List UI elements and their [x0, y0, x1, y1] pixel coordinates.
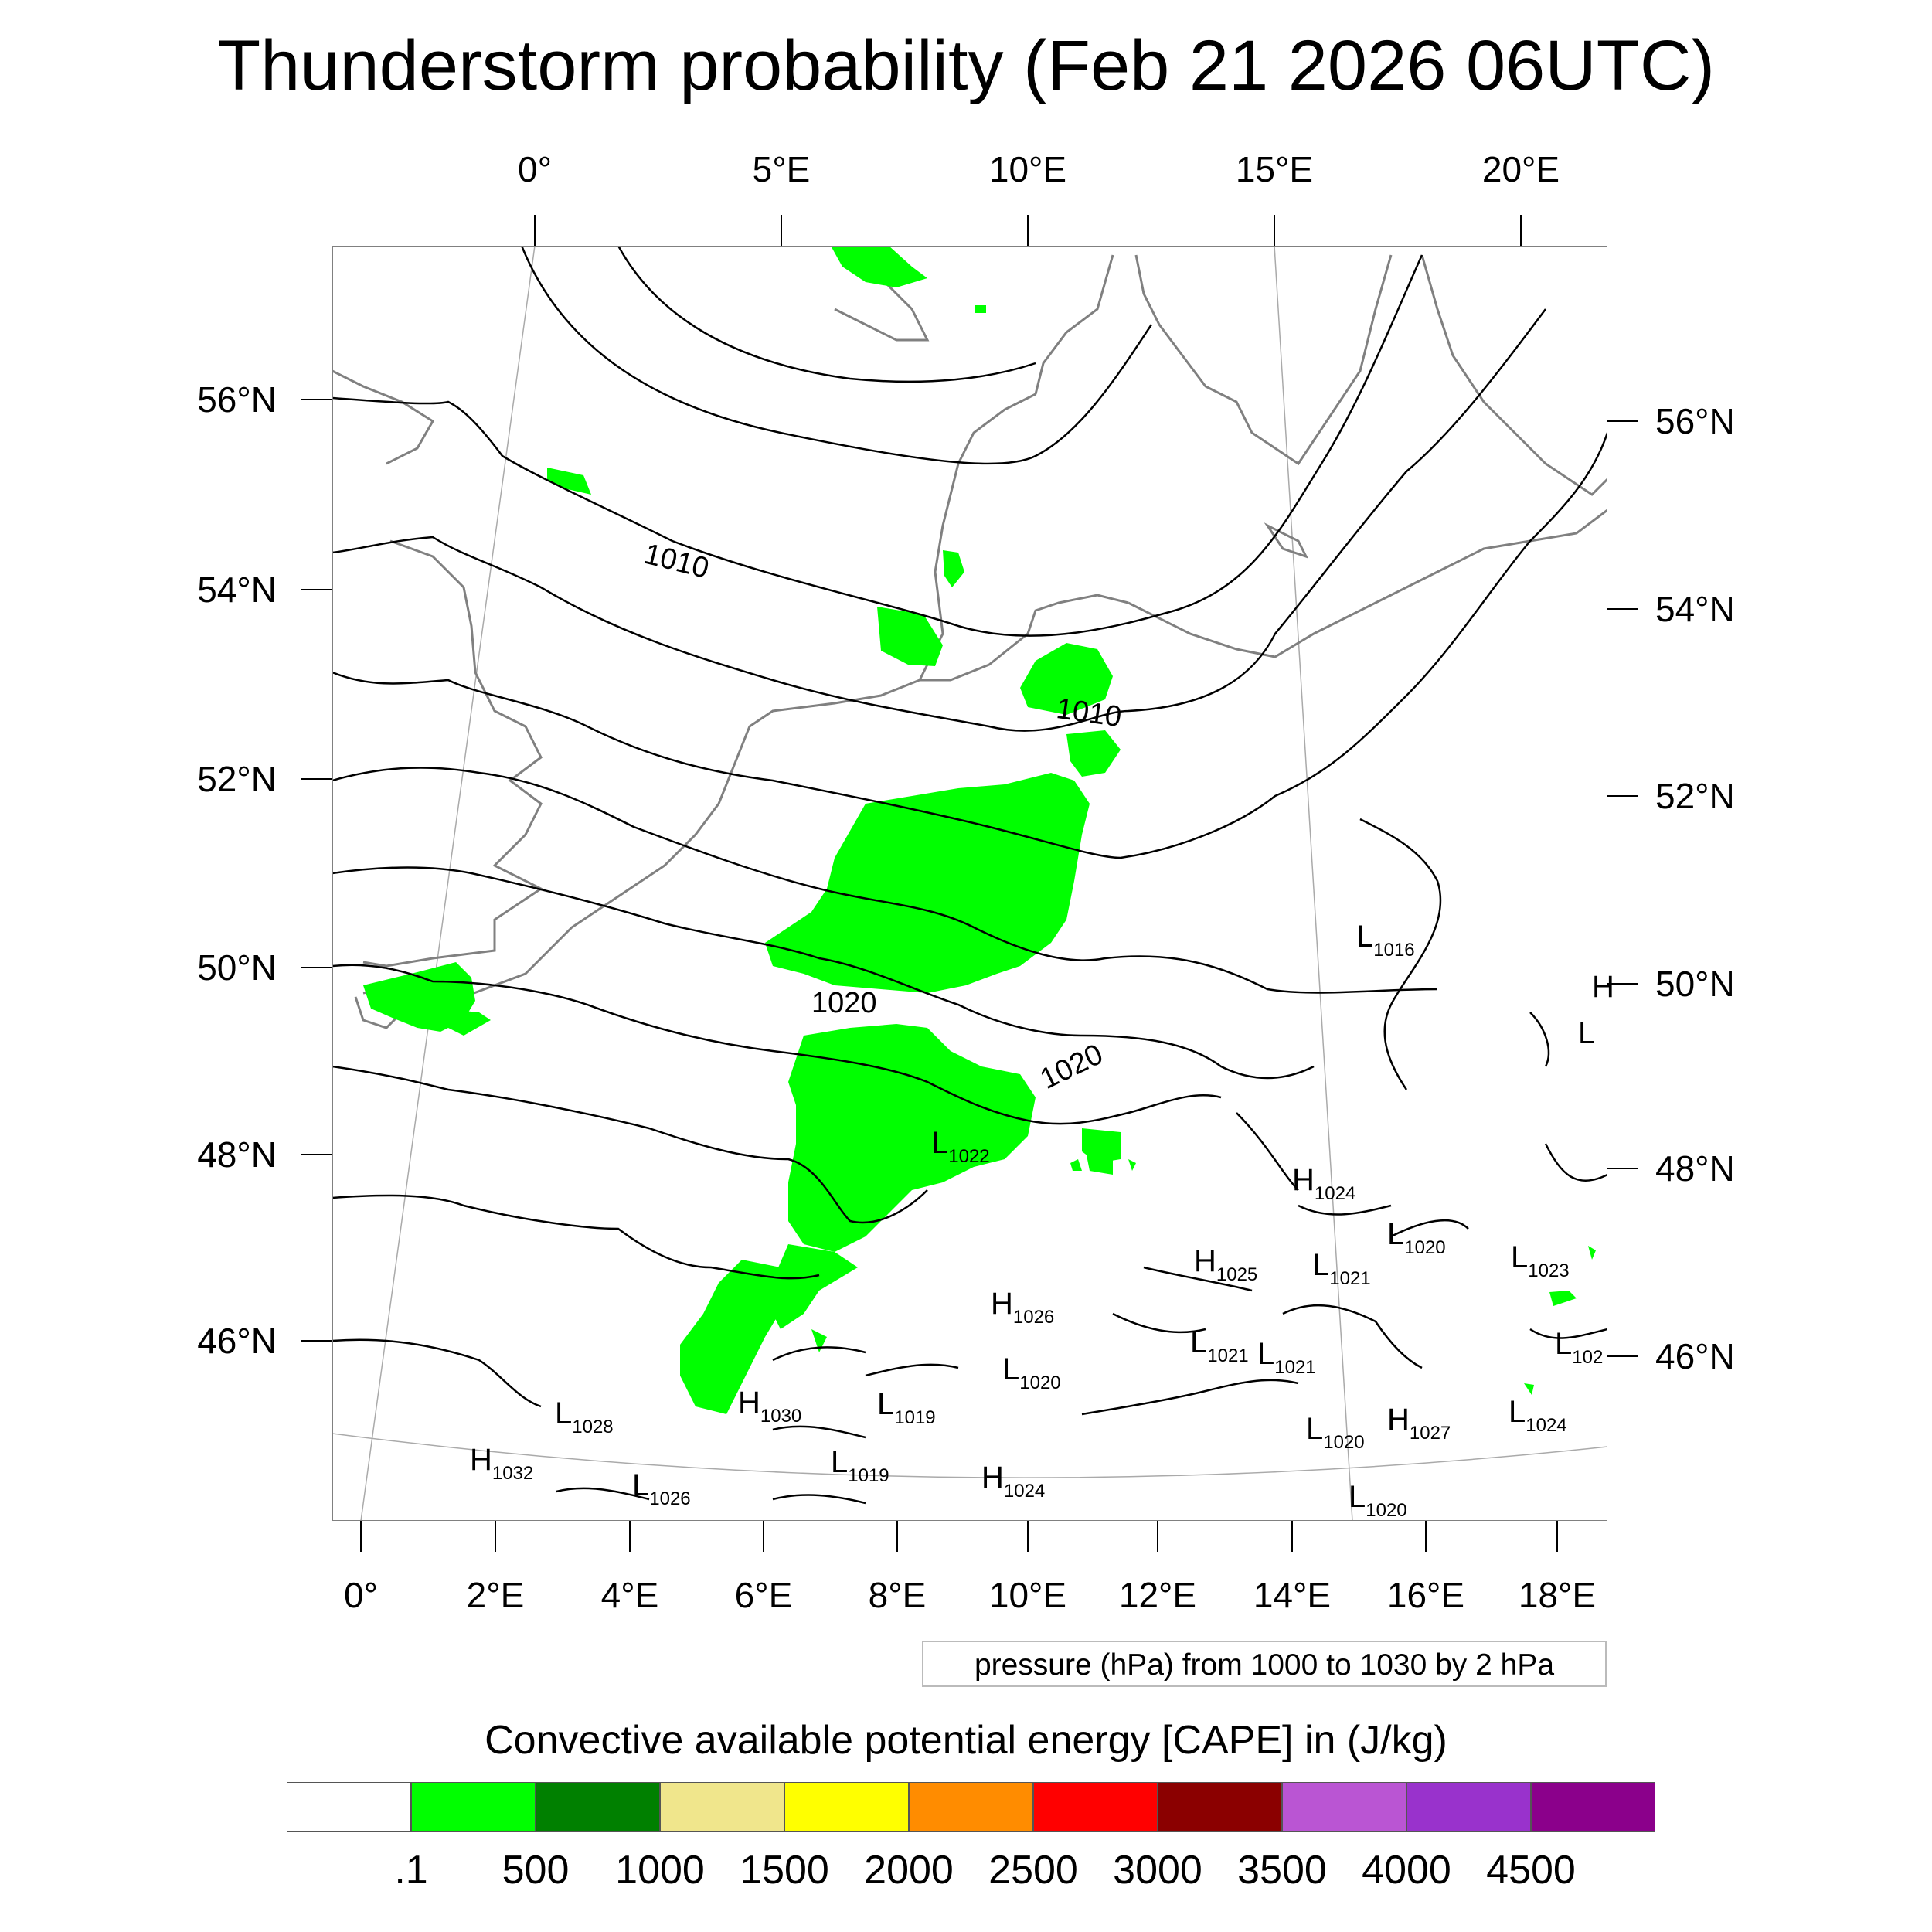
- pressure-centers: L1016 H L L1022 H1024 L1020 H1025 L1021 …: [470, 920, 1614, 1521]
- colorbar-swatch: [660, 1782, 784, 1832]
- colorbar-swatch: [411, 1782, 536, 1832]
- pressure-center: L1020: [1306, 1412, 1365, 1453]
- colorbar-label: 500: [502, 1848, 570, 1893]
- bottom-lon-label: 16°E: [1387, 1575, 1464, 1615]
- pressure-center: H1025: [1194, 1244, 1257, 1285]
- colorbar-swatch: [784, 1782, 909, 1832]
- colorbar-swatch: [1406, 1782, 1531, 1832]
- colorbar-swatch: [909, 1782, 1033, 1832]
- left-lat-label: 48°N: [197, 1134, 277, 1175]
- pressure-center: L1019: [877, 1387, 936, 1428]
- bottom-lon-label: 18°E: [1519, 1575, 1596, 1615]
- top-lon-label: 0°: [518, 149, 552, 189]
- top-lon-labels: 0° 5°E 10°E 15°E 20°E: [518, 149, 1560, 189]
- colorbar-swatch: [1158, 1782, 1282, 1832]
- left-lat-labels: 56°N 54°N 52°N 50°N 48°N 46°N: [197, 379, 277, 1361]
- bottom-lon-label: 0°: [344, 1575, 378, 1615]
- colorbar-label: 4000: [1362, 1848, 1451, 1893]
- tick-marks: [301, 215, 1638, 1552]
- top-lon-label: 10°E: [989, 149, 1066, 189]
- pressure-center: H1024: [1292, 1163, 1355, 1204]
- cape-areas: [363, 246, 1596, 1414]
- chart-title: Thunderstorm probability (Feb 21 2026 06…: [216, 26, 1716, 105]
- pressure-center: L1021: [1190, 1325, 1249, 1366]
- pressure-center: H1027: [1387, 1403, 1451, 1444]
- pressure-center: H: [1592, 970, 1614, 1004]
- isobars: [332, 246, 1607, 1505]
- right-lat-labels: 56°N 54°N 52°N 50°N 48°N 46°N: [1655, 401, 1735, 1376]
- bottom-lon-label: 8°E: [869, 1575, 927, 1615]
- left-lat-label: 52°N: [197, 759, 277, 799]
- colorbar-swatch: [1531, 1782, 1655, 1832]
- forecast-map: 0° 5°E 10°E 15°E 20°E 0° 2°E 4°E 6°E 8°E…: [197, 149, 1735, 1615]
- left-lat-label: 56°N: [197, 379, 277, 420]
- pressure-center: L1016: [1356, 920, 1415, 961]
- pressure-center: H1024: [981, 1461, 1045, 1502]
- right-lat-label: 54°N: [1655, 589, 1735, 629]
- right-lat-label: 46°N: [1655, 1336, 1735, 1376]
- top-lon-label: 20°E: [1482, 149, 1560, 189]
- pressure-center: L1026: [632, 1468, 691, 1509]
- colorbar-label: 4500: [1486, 1848, 1576, 1893]
- pressure-center: L1021: [1257, 1337, 1316, 1378]
- colorbar-label: .1: [394, 1848, 428, 1893]
- colorbar: [287, 1782, 1655, 1832]
- colorbar-label: 3000: [1113, 1848, 1202, 1893]
- pressure-center: L1028: [555, 1396, 614, 1437]
- right-lat-label: 56°N: [1655, 401, 1735, 441]
- contour-label: 1020: [1035, 1038, 1107, 1096]
- bottom-lon-label: 10°E: [989, 1575, 1066, 1615]
- pressure-center: L1021: [1312, 1248, 1371, 1289]
- pressure-center: L1024: [1509, 1395, 1567, 1436]
- bottom-lon-label: 12°E: [1119, 1575, 1196, 1615]
- pressure-center: L1022: [931, 1126, 990, 1167]
- contour-label: 1010: [1054, 692, 1124, 733]
- colorbar-label: 1000: [615, 1848, 705, 1893]
- contour-label: 1010: [641, 538, 712, 585]
- pressure-center: L1020: [1349, 1480, 1407, 1521]
- left-lat-label: 50°N: [197, 947, 277, 988]
- colorbar-label: 3500: [1237, 1848, 1327, 1893]
- colorbar-swatch: [536, 1782, 660, 1832]
- colorbar-title: Convective available potential energy [C…: [485, 1718, 1447, 1763]
- top-lon-label: 15°E: [1236, 149, 1313, 189]
- right-lat-label: 48°N: [1655, 1148, 1735, 1189]
- pressure-center: L1020: [1387, 1217, 1446, 1258]
- colorbar-label: 1500: [740, 1848, 829, 1893]
- contour-label: 1020: [811, 987, 877, 1019]
- bottom-lon-label: 2°E: [467, 1575, 525, 1615]
- left-lat-label: 46°N: [197, 1321, 277, 1361]
- left-lat-label: 54°N: [197, 570, 277, 610]
- bottom-lon-label: 14°E: [1253, 1575, 1331, 1615]
- bottom-lon-label: 4°E: [601, 1575, 659, 1615]
- pressure-center: L102: [1555, 1327, 1603, 1368]
- colorbar-swatch: [1282, 1782, 1406, 1832]
- pressure-center: H1030: [738, 1386, 801, 1427]
- colorbar-swatch: [1033, 1782, 1158, 1832]
- bottom-lon-labels: 0° 2°E 4°E 6°E 8°E 10°E 12°E 14°E 16°E 1…: [344, 1575, 1596, 1615]
- colorbar-label: 2000: [864, 1848, 954, 1893]
- pressure-legend: pressure (hPa) from 1000 to 1030 by 2 hP…: [922, 1641, 1607, 1687]
- pressure-center: L1023: [1511, 1240, 1570, 1281]
- bottom-lon-label: 6°E: [735, 1575, 793, 1615]
- pressure-center: L1020: [1002, 1352, 1061, 1393]
- pressure-center: L: [1578, 1016, 1595, 1050]
- right-lat-label: 50°N: [1655, 964, 1735, 1004]
- colorbar-swatch: [287, 1782, 411, 1832]
- colorbar-label: 2500: [988, 1848, 1078, 1893]
- top-lon-label: 5°E: [753, 149, 811, 189]
- right-lat-label: 52°N: [1655, 776, 1735, 816]
- pressure-center: L1019: [831, 1445, 889, 1486]
- pressure-center: H1026: [991, 1287, 1054, 1328]
- pressure-center: H1032: [470, 1443, 533, 1484]
